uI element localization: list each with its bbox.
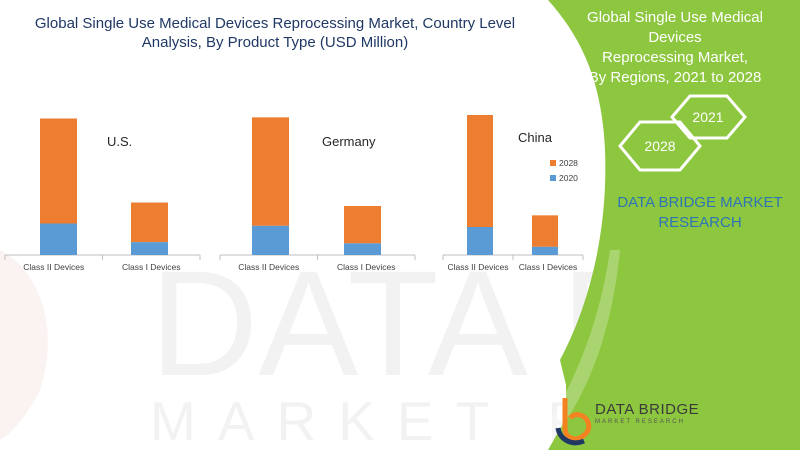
panel-title: Global Single Use Medical Devices Reproc…: [560, 8, 790, 88]
x-tick-label: Class II Devices: [238, 262, 299, 272]
bar-2020-class-ii: [40, 223, 77, 255]
bar-2028-class-ii: [40, 118, 77, 224]
hexagon-2028-outline: [618, 120, 702, 172]
x-tick-label: Class II Devices: [448, 262, 509, 272]
legend-swatch-2020: [550, 175, 556, 181]
x-tick-label: Class I Devices: [122, 262, 181, 272]
x-tick-label: Class I Devices: [519, 262, 578, 272]
hexagon-2028-label: 2028: [644, 138, 675, 154]
data-bridge-logo-icon: [555, 398, 592, 446]
brand-tagline-line1: DATA BRIDGE MARKET: [617, 194, 783, 211]
x-tick-label: Class II Devices: [23, 262, 84, 272]
panel-title-line3: By Regions, 2021 to 2028: [588, 69, 762, 86]
bar-2028-class-i: [532, 215, 558, 247]
panel-title-line1: Global Single Use Medical Devices: [587, 9, 763, 46]
chart-title: U.S.: [107, 134, 132, 149]
legend-label-2020: 2020: [559, 173, 578, 183]
logo-name: DATA BRIDGE: [595, 401, 700, 418]
hexagon-2021: 2021: [670, 94, 747, 140]
legend: 2028 2020: [550, 158, 578, 183]
panel-sheen: [530, 250, 620, 450]
brand-tagline-line2: RESEARCH: [658, 214, 742, 231]
bar-2028-class-i: [131, 202, 168, 243]
hexagon-2021-outline: [670, 94, 747, 140]
bar-2020-class-i: [344, 243, 381, 255]
legend-label-2028: 2028: [559, 158, 578, 168]
brand-tagline: DATA BRIDGE MARKET RESEARCH: [600, 193, 800, 233]
chart-3: Class II Devices Class I Devices China 2028…: [442, 115, 584, 272]
data-bridge-logo: DATA BRIDGE MARKET RESEARCH: [595, 402, 699, 426]
watermark-swoosh: [0, 250, 48, 440]
logo-tagline: MARKET RESEARCH: [595, 419, 685, 425]
chart-title: China: [518, 130, 553, 145]
logo-b-orange: [562, 398, 592, 442]
bar-2028-class-i: [344, 206, 381, 244]
logo-b-navy: [555, 427, 585, 446]
page-title-line2: Analysis, By Product Type (USD Million): [141, 34, 409, 51]
bar-2028-class-ii: [252, 117, 289, 226]
chart-area: Class II Devices Class I DevicesU.S.Class…: [4, 115, 584, 272]
bar-2020-class-ii: [467, 227, 493, 255]
bar-2020-class-ii: [252, 225, 289, 255]
x-tick-label: Class I Devices: [337, 262, 396, 272]
bar-2028-class-ii: [467, 115, 493, 227]
page-title-line1: Global Single Use Medical Devices Reproc…: [34, 15, 516, 32]
page-title: Global Single Use Medical Devices Reproc…: [20, 14, 530, 52]
legend-swatch-2028: [550, 160, 556, 166]
chart-1: Class II Devices Class I Devices U.S.: [4, 118, 201, 272]
right-green-panel: [548, 0, 800, 450]
chart-title: Germany: [322, 134, 376, 149]
panel-title-line2: Reprocessing Market,: [602, 49, 748, 66]
bar-2020-class-i: [131, 242, 168, 255]
hexagon-2021-label: 2021: [692, 109, 723, 125]
hexagon-2028: 2028: [618, 120, 702, 172]
chart-2: Class II Devices Class I Devices Germany: [219, 117, 416, 272]
bar-2020-class-i: [532, 246, 558, 255]
